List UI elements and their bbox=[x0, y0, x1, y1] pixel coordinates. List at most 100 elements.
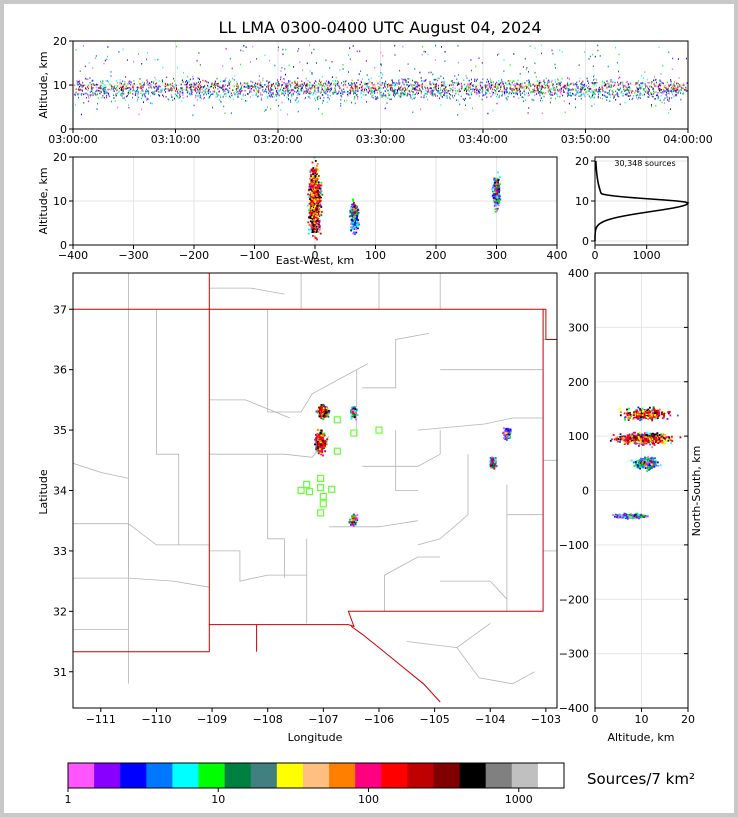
time-height-source bbox=[500, 85, 502, 87]
time-height-source bbox=[429, 87, 431, 89]
time-height-source bbox=[659, 83, 661, 85]
time-height-source bbox=[290, 90, 292, 92]
time-height-source bbox=[543, 79, 545, 81]
ew-source bbox=[317, 198, 320, 200]
time-height-source bbox=[414, 89, 416, 91]
time-height-source bbox=[141, 63, 143, 65]
time-height-source bbox=[537, 87, 539, 90]
time-height-source bbox=[282, 89, 284, 91]
time-height-source bbox=[391, 90, 393, 92]
time-height-source bbox=[170, 89, 172, 91]
time-height-source bbox=[404, 92, 406, 94]
ew-source bbox=[319, 199, 322, 202]
time-height-source bbox=[146, 52, 148, 54]
time-height-source bbox=[353, 85, 355, 88]
time-height-source bbox=[291, 95, 293, 98]
time-height-source bbox=[260, 92, 262, 94]
time-height-source bbox=[221, 88, 223, 90]
time-height-source bbox=[366, 88, 367, 91]
time-height-source bbox=[466, 90, 467, 93]
time-height-source bbox=[145, 92, 147, 94]
time-height-source bbox=[592, 83, 594, 85]
time-height-source bbox=[554, 63, 556, 66]
ew-source bbox=[495, 198, 498, 201]
time-height-source bbox=[517, 93, 518, 96]
plan-source bbox=[327, 412, 330, 415]
time-height-source bbox=[126, 88, 127, 90]
time-height-source bbox=[183, 88, 185, 91]
time-height-source bbox=[133, 89, 135, 91]
time-height-source bbox=[332, 93, 334, 95]
time-height-source bbox=[282, 48, 284, 51]
time-height-source bbox=[656, 94, 658, 96]
time-height-source bbox=[274, 64, 276, 67]
time-height-source bbox=[348, 84, 350, 87]
hist-alt-tick-label: 0 bbox=[582, 235, 589, 248]
time-height-source bbox=[110, 84, 112, 86]
time-height-source bbox=[121, 88, 122, 90]
time-height-source bbox=[634, 91, 636, 94]
time-height-source bbox=[655, 104, 657, 107]
ew-source bbox=[319, 187, 321, 190]
time-height-source bbox=[142, 81, 144, 84]
time-height-source bbox=[143, 82, 145, 84]
time-height-source bbox=[153, 80, 155, 83]
time-height-source bbox=[91, 87, 93, 89]
time-height-source bbox=[247, 84, 248, 87]
time-height-source bbox=[271, 94, 273, 97]
time-height-source bbox=[609, 100, 611, 102]
time-height-source bbox=[192, 75, 194, 78]
time-height-source bbox=[587, 80, 589, 82]
time-height-source bbox=[605, 87, 607, 90]
time-height-source bbox=[435, 82, 437, 85]
time-height-source bbox=[519, 86, 521, 89]
time-height-source bbox=[361, 78, 363, 80]
time-height-source bbox=[572, 82, 574, 85]
ew-source bbox=[313, 183, 316, 186]
time-height-source bbox=[75, 88, 77, 90]
time-height-source bbox=[523, 100, 525, 103]
time-height-source bbox=[325, 83, 327, 85]
time-height-source bbox=[388, 85, 390, 88]
time-height-source bbox=[168, 84, 170, 87]
time-height-source bbox=[678, 85, 680, 88]
time-height-source bbox=[274, 85, 276, 87]
time-height-source bbox=[490, 88, 491, 90]
ew-source bbox=[310, 169, 313, 172]
time-height-source bbox=[495, 83, 496, 85]
time-height-source bbox=[641, 75, 643, 77]
time-height-source bbox=[415, 81, 417, 83]
time-height-source bbox=[585, 91, 587, 94]
time-height-source bbox=[343, 88, 345, 90]
ew-source bbox=[495, 183, 498, 185]
time-height-source bbox=[663, 99, 665, 101]
time-height-source bbox=[516, 92, 518, 95]
time-height-source bbox=[379, 83, 381, 86]
time-height-source bbox=[271, 83, 273, 86]
time-height-source bbox=[435, 85, 437, 88]
ew-source bbox=[316, 186, 319, 188]
time-height-source bbox=[506, 98, 508, 101]
time-height-source bbox=[161, 79, 163, 81]
time-height-source bbox=[540, 89, 542, 92]
time-height-source bbox=[548, 79, 550, 82]
ew-source bbox=[493, 192, 496, 195]
time-height-source bbox=[558, 89, 560, 92]
time-height-source bbox=[349, 89, 351, 92]
time-height-source bbox=[262, 79, 264, 82]
time-height-source bbox=[648, 88, 649, 90]
time-height-source bbox=[199, 81, 201, 83]
time-height-source bbox=[164, 91, 166, 93]
time-height-source bbox=[534, 62, 536, 65]
time-height-source bbox=[539, 85, 541, 87]
time-height-source bbox=[115, 88, 117, 90]
time-height-source bbox=[675, 88, 677, 91]
time-height-source bbox=[285, 84, 287, 86]
time-height-source bbox=[119, 82, 121, 85]
time-height-source bbox=[627, 83, 629, 86]
time-height-source bbox=[572, 88, 574, 91]
ew-source bbox=[353, 223, 356, 226]
time-height-source bbox=[443, 90, 445, 93]
time-height-source bbox=[420, 92, 422, 95]
time-height-source bbox=[309, 70, 311, 72]
